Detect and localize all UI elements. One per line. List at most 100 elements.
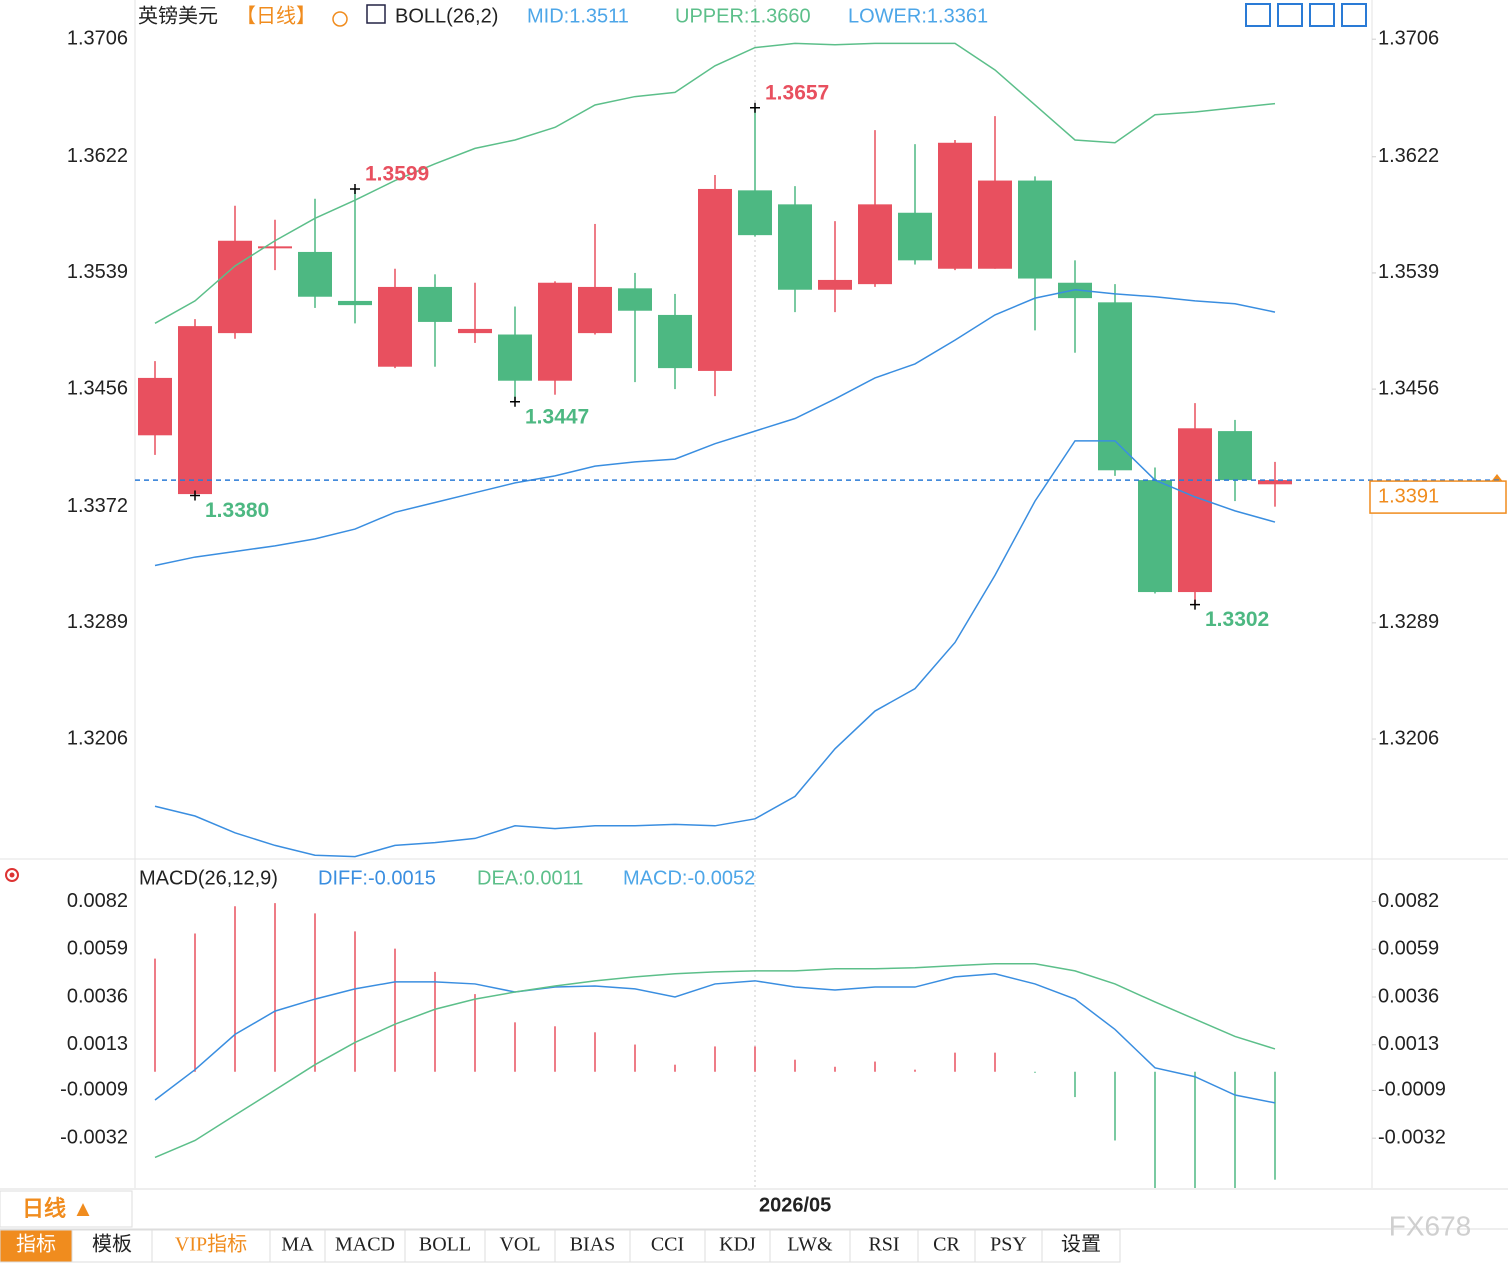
tab-label[interactable]: 指标 <box>16 1233 56 1256</box>
y-tick-label-right: 1.3206 <box>1378 727 1439 749</box>
candle-body <box>818 279 852 290</box>
y-tick-label: 1.3372 <box>67 495 128 517</box>
y-tick-label-right: 0.0059 <box>1378 938 1439 960</box>
candle-body <box>498 334 532 381</box>
y-tick-label: 0.0036 <box>67 985 128 1007</box>
macd-line <box>154 973 1276 1104</box>
annotation-label: 1.3599 <box>365 163 429 186</box>
settings-icon-dot <box>9 872 15 878</box>
candle-body <box>1218 431 1252 481</box>
annotation-label: 1.3657 <box>765 81 829 104</box>
icon[interactable] <box>1309 3 1335 27</box>
watermark: FX678 <box>1389 1210 1472 1241</box>
tab-label[interactable]: VOL <box>499 1234 540 1256</box>
candle-body <box>858 204 892 285</box>
y-tick-label-right: 1.3622 <box>1378 145 1439 167</box>
annotation-cross <box>1190 599 1200 610</box>
x-tick-label: 2026/05 <box>759 1194 831 1216</box>
tab-bg[interactable] <box>917 1229 976 1263</box>
boll-icon[interactable] <box>366 4 386 24</box>
y-tick-label: -0.0009 <box>60 1079 128 1101</box>
tab-bg[interactable] <box>404 1229 486 1263</box>
candle-body <box>138 377 172 436</box>
tab-bg[interactable] <box>704 1229 771 1263</box>
candle-body <box>698 188 732 371</box>
y-tick-label: 1.3622 <box>67 145 128 167</box>
y-tick-label-right: 1.3706 <box>1378 27 1439 49</box>
add-icon[interactable] <box>332 11 348 27</box>
y-tick-label: 1.3289 <box>67 611 128 633</box>
y-tick-label: -0.0032 <box>60 1126 128 1148</box>
candle-body <box>218 240 252 334</box>
y-tick-label: 0.0059 <box>67 938 128 960</box>
candle-body <box>458 328 492 334</box>
icon[interactable] <box>1245 3 1271 27</box>
y-tick-label: 1.3706 <box>67 27 128 49</box>
candle-body <box>738 190 772 236</box>
tab-label[interactable]: VIP指标 <box>175 1233 247 1256</box>
tab-label[interactable]: PSY <box>990 1234 1027 1256</box>
y-tick-label-right: 1.3289 <box>1378 611 1439 633</box>
candle-body <box>1018 180 1052 279</box>
y-tick-label: 0.0013 <box>67 1033 128 1055</box>
settings-icon[interactable] <box>5 868 19 882</box>
period-box[interactable] <box>0 1190 133 1228</box>
candle-body <box>298 251 332 297</box>
candle-body <box>898 212 932 261</box>
indicator-value: MACD:-0.0052 <box>623 867 755 889</box>
tab-bg[interactable] <box>554 1229 631 1263</box>
tab-label[interactable]: RSI <box>868 1234 899 1256</box>
candle-body <box>978 180 1012 269</box>
tab-bg[interactable] <box>629 1229 706 1263</box>
indicator-label: BOLL(26,2) <box>395 5 498 27</box>
y-tick-label-right: 0.0036 <box>1378 985 1439 1007</box>
annotation-label: 1.3447 <box>525 405 589 428</box>
y-tick-label: 1.3456 <box>67 377 128 399</box>
tab-bg[interactable] <box>269 1229 326 1263</box>
candle-body <box>178 326 212 495</box>
tab-bg[interactable] <box>324 1229 406 1263</box>
boll-line <box>154 440 1276 858</box>
tab-label[interactable]: CR <box>933 1234 960 1256</box>
icon[interactable] <box>1341 3 1367 27</box>
boll-line <box>154 288 1276 567</box>
y-tick-label-right: -0.0009 <box>1378 1079 1446 1101</box>
tab-label[interactable]: 设置 <box>1061 1233 1101 1256</box>
tab-label[interactable]: MACD <box>335 1234 395 1256</box>
annotation-label: 1.3302 <box>1205 608 1269 631</box>
candle-body <box>378 286 412 367</box>
tab-label[interactable]: BOLL <box>419 1234 471 1256</box>
candle-body <box>578 286 612 334</box>
candle-body <box>1098 302 1132 471</box>
tab-label[interactable]: LW& <box>787 1234 833 1256</box>
candle-body <box>778 204 812 290</box>
tab-bg[interactable] <box>0 1229 73 1263</box>
y-tick-label-right: 0.0082 <box>1378 890 1439 912</box>
tab-bg[interactable] <box>484 1229 556 1263</box>
candle-body <box>938 142 972 269</box>
tab-label[interactable]: MA <box>281 1234 314 1256</box>
macd-plot <box>154 903 1276 1188</box>
y-tick-label-right: -0.0032 <box>1378 1126 1446 1148</box>
tab-label[interactable]: 模板 <box>92 1233 132 1256</box>
annotation-cross <box>350 183 360 194</box>
indicator-value: LOWER:1.3361 <box>848 5 988 27</box>
period-button[interactable]: 日线 ▲ <box>22 1196 94 1221</box>
candle-body <box>338 300 372 306</box>
icon[interactable] <box>1277 3 1303 27</box>
annotation-cross <box>510 396 520 407</box>
tab-label[interactable]: KDJ <box>719 1234 756 1256</box>
boll-line <box>154 42 1276 324</box>
indicator-value: DEA:0.0011 <box>477 867 583 889</box>
y-tick-label: 1.3539 <box>67 261 128 283</box>
period-label: 【日线】 <box>236 4 316 27</box>
top-icons <box>1245 3 1367 27</box>
tab-label[interactable]: CCI <box>651 1234 684 1256</box>
macd-line <box>154 963 1276 1159</box>
candle-body <box>658 314 692 369</box>
annotation-cross <box>750 102 760 113</box>
tab-bg[interactable] <box>1041 1229 1121 1263</box>
tab-label[interactable]: BIAS <box>570 1234 616 1256</box>
candle-body <box>1138 480 1172 593</box>
